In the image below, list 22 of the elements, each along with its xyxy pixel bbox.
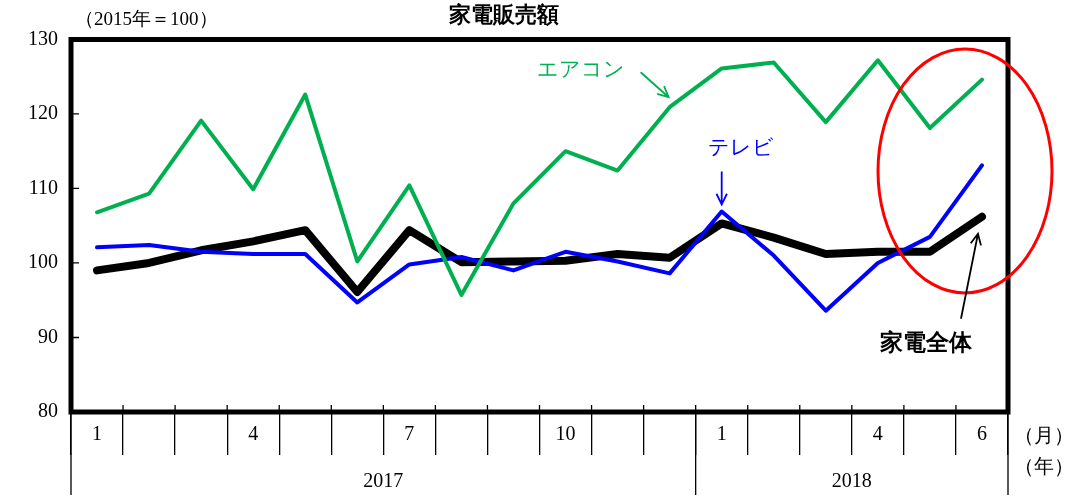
x-axis-title: （月） <box>1014 424 1074 447</box>
x-tick-label: 1 <box>92 422 103 445</box>
x-tick-label: 6 <box>976 422 987 445</box>
y-tick-label: 100 <box>28 250 58 273</box>
x-tick-label: 1 <box>716 422 727 445</box>
text: エアコン <box>536 56 625 81</box>
text: 家電全体 <box>878 329 973 356</box>
x-tick-label: 7 <box>404 422 415 445</box>
text: 2017 <box>363 469 404 492</box>
text: （年） <box>1014 455 1074 478</box>
text: 2018 <box>831 469 872 492</box>
text: テレビ <box>707 135 774 160</box>
y-tick-label: 90 <box>38 324 58 347</box>
y-tick-label: 110 <box>28 175 58 198</box>
x-tick-label: 4 <box>872 422 883 445</box>
y-tick-label: 130 <box>28 26 58 49</box>
x-tick-label: 10 <box>555 422 576 445</box>
y-axis-title: （2015年＝100） <box>75 8 218 30</box>
x-tick-label: 4 <box>248 422 259 445</box>
y-tick-label: 80 <box>38 399 58 422</box>
chart-title: 家電販売額 <box>448 2 559 28</box>
y-tick-label: 120 <box>28 101 58 124</box>
